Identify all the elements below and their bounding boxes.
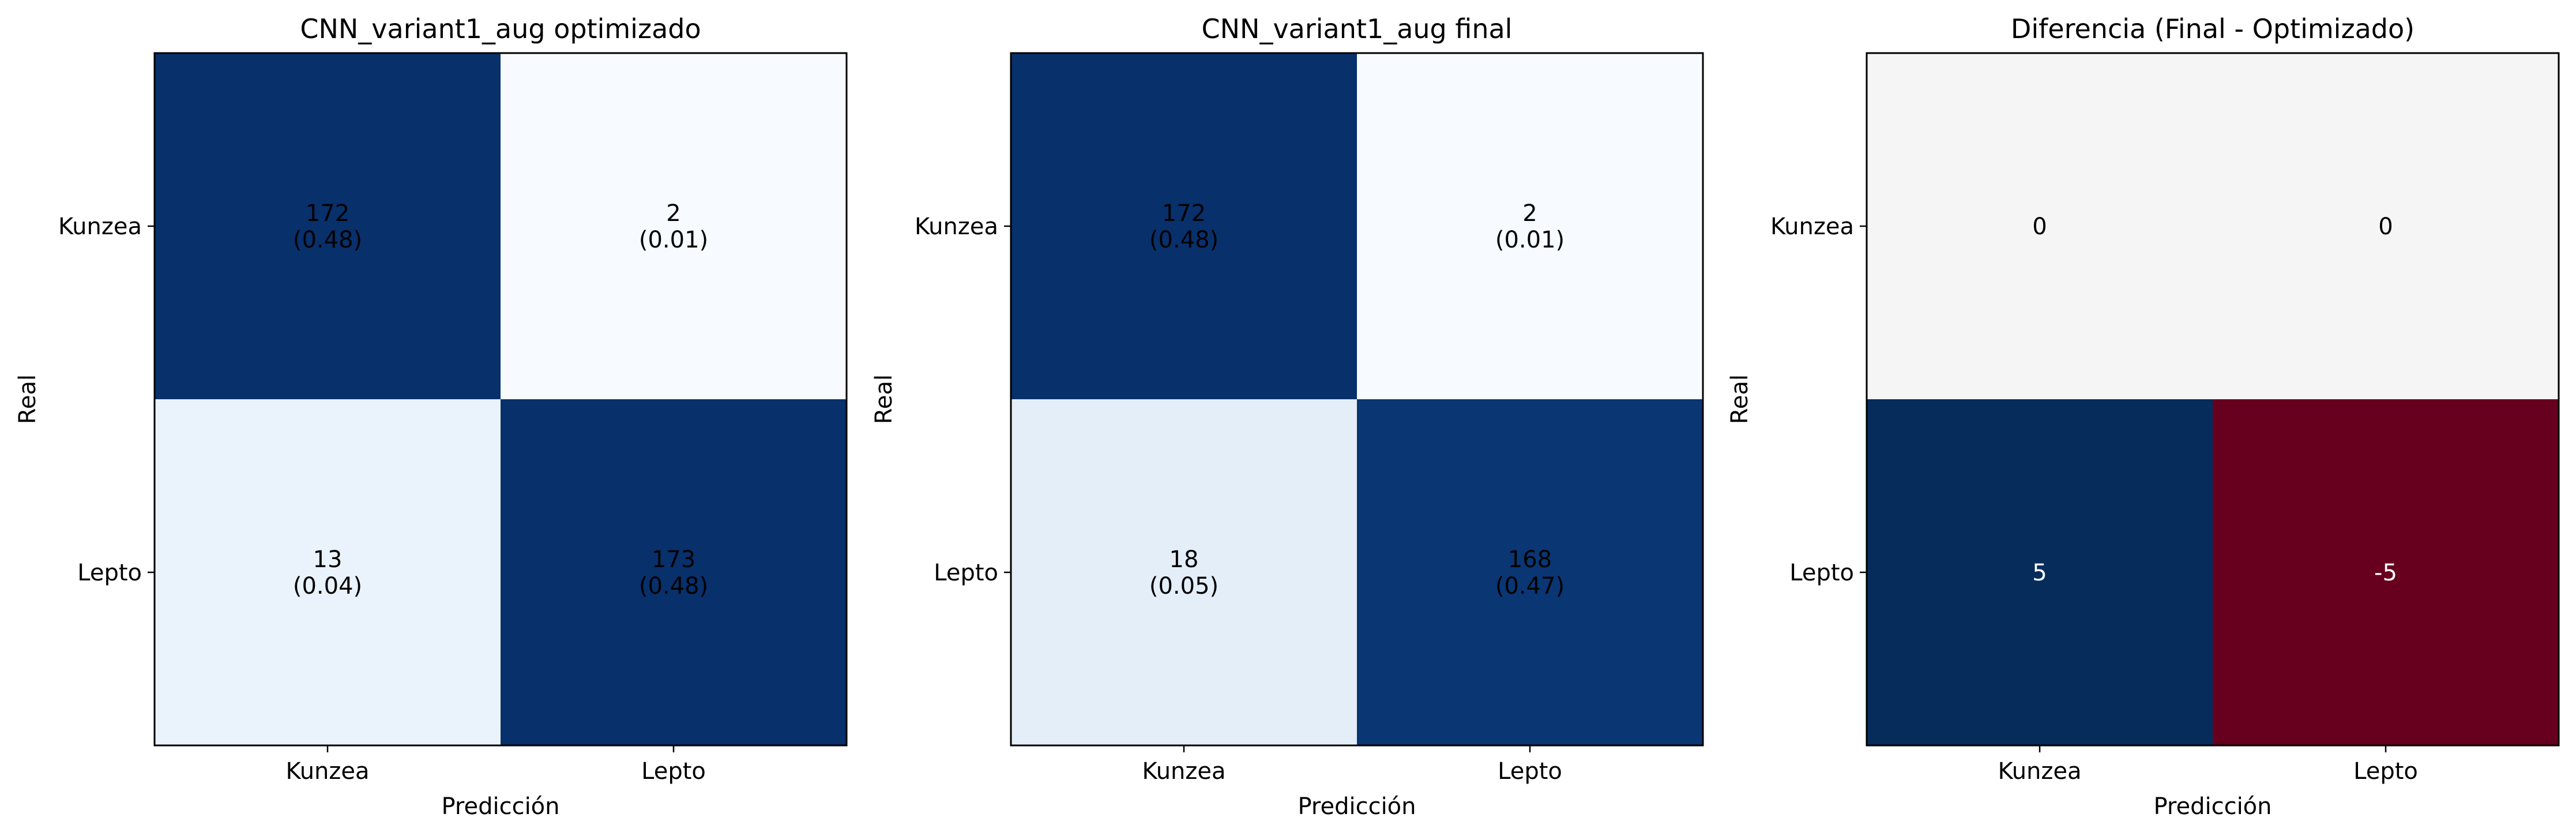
axes-frame <box>153 52 848 747</box>
confusion-matrix-1: 172 (0.48) 2 (0.01) 13 (0.04) 173 (0.48) Kunzea L… <box>14 13 848 820</box>
heatmap-cell <box>1011 399 1357 745</box>
x-tick-label: Kunzea <box>1998 758 2081 785</box>
heatmap-cell <box>155 399 501 745</box>
axes-frame <box>1866 52 2560 747</box>
confusion-matrix-2: 172 (0.48) 2 (0.01) 18 (0.05) 168 (0.47) Kunzea L… <box>871 13 1704 820</box>
chart-title: CNN_variant1_aug optimizado <box>300 13 701 44</box>
heatmap-cell <box>1867 53 2213 399</box>
heatmap-cell <box>155 53 501 399</box>
heatmap-cell <box>501 53 847 399</box>
y-tick-label: Kunzea <box>58 213 142 240</box>
cell-value-label: 173 (0.48) <box>639 546 708 599</box>
heatmap-cell <box>1011 53 1357 399</box>
cell-value-label: 2 (0.01) <box>639 200 708 253</box>
y-axis-label: Real <box>1727 374 1753 424</box>
heatmap-cell <box>2213 53 2559 399</box>
cell-value-label: 172 (0.48) <box>1149 200 1219 253</box>
x-tick-label: Kunzea <box>1142 758 1225 785</box>
y-tick-label: Lepto <box>1789 560 1854 586</box>
x-axis-label: Predicción <box>2153 793 2272 820</box>
y-axis-label: Real <box>14 374 41 424</box>
cell-value-label: -5 <box>2374 560 2397 586</box>
y-axis-label: Real <box>871 374 897 424</box>
cell-value-label: 172 (0.48) <box>293 200 362 253</box>
y-tick-label: Lepto <box>77 560 142 586</box>
axes-frame <box>1010 52 1704 747</box>
y-tick-label: Kunzea <box>915 213 998 240</box>
y-tick-label: Lepto <box>934 560 998 586</box>
x-tick-label: Lepto <box>641 758 706 785</box>
x-axis-label: Predicción <box>441 793 559 820</box>
confusion-matrix-3: 0 0 5 -5 Kunzea Lepto Kunzea Lepto Diferencia (F… <box>1727 13 2560 820</box>
cell-value-label: 18 (0.05) <box>1149 546 1219 599</box>
chart-title: Diferencia (Final - Optimizado) <box>2011 13 2415 44</box>
heatmap-cell <box>1867 399 2213 745</box>
x-tick-label: Lepto <box>2353 758 2418 785</box>
chart-title: CNN_variant1_aug final <box>1202 13 1513 44</box>
heatmap-cell <box>1357 53 1703 399</box>
cell-value-label: 13 (0.04) <box>293 546 362 599</box>
cell-value-label: 5 <box>2032 560 2047 586</box>
heatmap-cell <box>501 399 847 745</box>
heatmap-cell <box>1357 399 1703 745</box>
y-tick-label: Kunzea <box>1770 213 1854 240</box>
heatmap-cell <box>2213 399 2559 745</box>
cell-value-label: 0 <box>2032 213 2047 240</box>
cell-value-label: 168 (0.47) <box>1495 546 1565 599</box>
cell-value-label: 0 <box>2378 213 2393 240</box>
cell-value-label: 2 (0.01) <box>1495 200 1565 253</box>
x-tick-label: Kunzea <box>285 758 369 785</box>
x-tick-label: Lepto <box>1498 758 1562 785</box>
x-axis-label: Predicción <box>1298 793 1416 820</box>
